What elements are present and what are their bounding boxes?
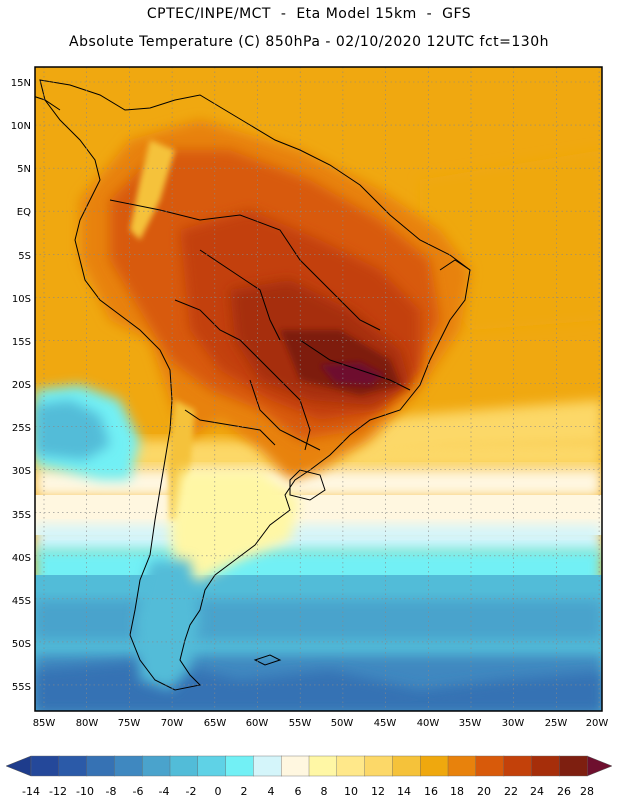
colorbar-cell	[503, 755, 533, 777]
colorbar-label: 20	[477, 785, 491, 798]
colorbar-label: 24	[530, 785, 544, 798]
colorbar-min-arrow	[5, 755, 32, 777]
colorbar-cell	[86, 755, 116, 777]
lat-label: 55S	[12, 682, 31, 693]
colorbar-label: 16	[424, 785, 438, 798]
colorbar-max-arrow	[586, 755, 613, 777]
lat-label: 40S	[12, 553, 31, 564]
lon-label: 40W	[417, 718, 440, 729]
lon-label: 55W	[289, 718, 312, 729]
colorbar-label: 2	[241, 785, 248, 798]
colorbar-label: 28	[580, 785, 594, 798]
coastlines	[35, 79, 471, 691]
colorbar-cell	[420, 755, 449, 777]
colorbar-label: -6	[133, 785, 144, 798]
colorbar-label: 6	[295, 785, 302, 798]
lon-label: 60W	[246, 718, 269, 729]
colorbar-label: 12	[371, 785, 385, 798]
colorbar-cell	[30, 755, 60, 777]
colorbar-label: -4	[159, 785, 170, 798]
longitude-labels: 85W 80W 75W 70W 65W 60W 55W 50W 45W 40W …	[33, 718, 609, 729]
colorbar-cell	[253, 755, 282, 777]
temperature-field	[35, 67, 602, 711]
lat-label: 15S	[12, 337, 31, 348]
colorbar-cells	[30, 755, 588, 777]
lat-label: 25S	[12, 423, 31, 434]
colorbar-cell	[225, 755, 255, 777]
colorbar-cell	[336, 755, 366, 777]
grid-lines	[35, 67, 602, 711]
lon-label: 45W	[374, 718, 397, 729]
colorbar-cell	[169, 755, 199, 777]
colorbar-label: -2	[186, 785, 197, 798]
map-frame	[34, 66, 603, 712]
colorbar-label: 14	[397, 785, 411, 798]
lat-label: 10N	[11, 121, 31, 132]
lat-label: 45S	[12, 596, 31, 607]
map-title-line-2: Absolute Temperature (C) 850hPa - 02/10/…	[69, 34, 549, 50]
colorbar-labels: -14 -12 -10 -8 -6 -4 -2 0 2 4 6 8 10 12 …	[22, 785, 594, 798]
lon-label: 50W	[331, 718, 354, 729]
colorbar-cell	[392, 755, 421, 777]
colorbar-label: -14	[22, 785, 40, 798]
colorbar-label: 4	[268, 785, 275, 798]
lat-label: 35S	[12, 510, 31, 521]
lat-label: 30S	[12, 466, 31, 477]
latitude-labels: 15N 10N 5N EQ 5S 10S 15S 20S 25S 30S 35S…	[11, 78, 31, 693]
colorbar-label: 0	[215, 785, 222, 798]
colorbar-cell	[531, 755, 560, 777]
lon-label: 35W	[459, 718, 482, 729]
lat-label: 20S	[12, 380, 31, 391]
colorbar-cell	[197, 755, 227, 777]
colorbar-label: 8	[321, 785, 328, 798]
colorbar-label: -10	[76, 785, 94, 798]
colorbar-label: 18	[450, 785, 464, 798]
colorbar-cell	[141, 755, 171, 777]
colorbar-cell	[281, 755, 310, 777]
lon-label: 30W	[502, 718, 525, 729]
lat-label: EQ	[17, 207, 31, 218]
lon-label: 85W	[33, 718, 56, 729]
colorbar-label: -8	[106, 785, 117, 798]
colorbar-cell	[447, 755, 477, 777]
lon-label: 65W	[204, 718, 227, 729]
colorbar-cell	[364, 755, 394, 777]
lat-label: 10S	[12, 294, 31, 305]
colorbar-label: 22	[504, 785, 518, 798]
colorbar-cell	[58, 755, 88, 777]
lon-label: 75W	[118, 718, 141, 729]
colorbar-cell	[559, 755, 588, 777]
lat-label: 5N	[17, 164, 31, 175]
lon-label: 20W	[586, 718, 609, 729]
lat-label: 5S	[18, 251, 31, 262]
colorbar-label: 10	[344, 785, 358, 798]
colorbar-label: 26	[557, 785, 571, 798]
lon-label: 80W	[76, 718, 99, 729]
colorbar-cell	[308, 755, 338, 777]
lat-label: 15N	[11, 78, 31, 89]
colorbar-cell	[475, 755, 505, 777]
lon-label: 25W	[545, 718, 568, 729]
lon-label: 70W	[161, 718, 184, 729]
map-title-line-1: CPTEC/INPE/MCT - Eta Model 15km - GFS	[146, 6, 472, 22]
colorbar-label: -12	[49, 785, 67, 798]
colorbar: -14 -12 -10 -8 -6 -4 -2 0 2 4 6 8 10 12 …	[5, 755, 613, 798]
colorbar-cell	[114, 755, 143, 777]
lat-label: 50S	[12, 639, 31, 650]
